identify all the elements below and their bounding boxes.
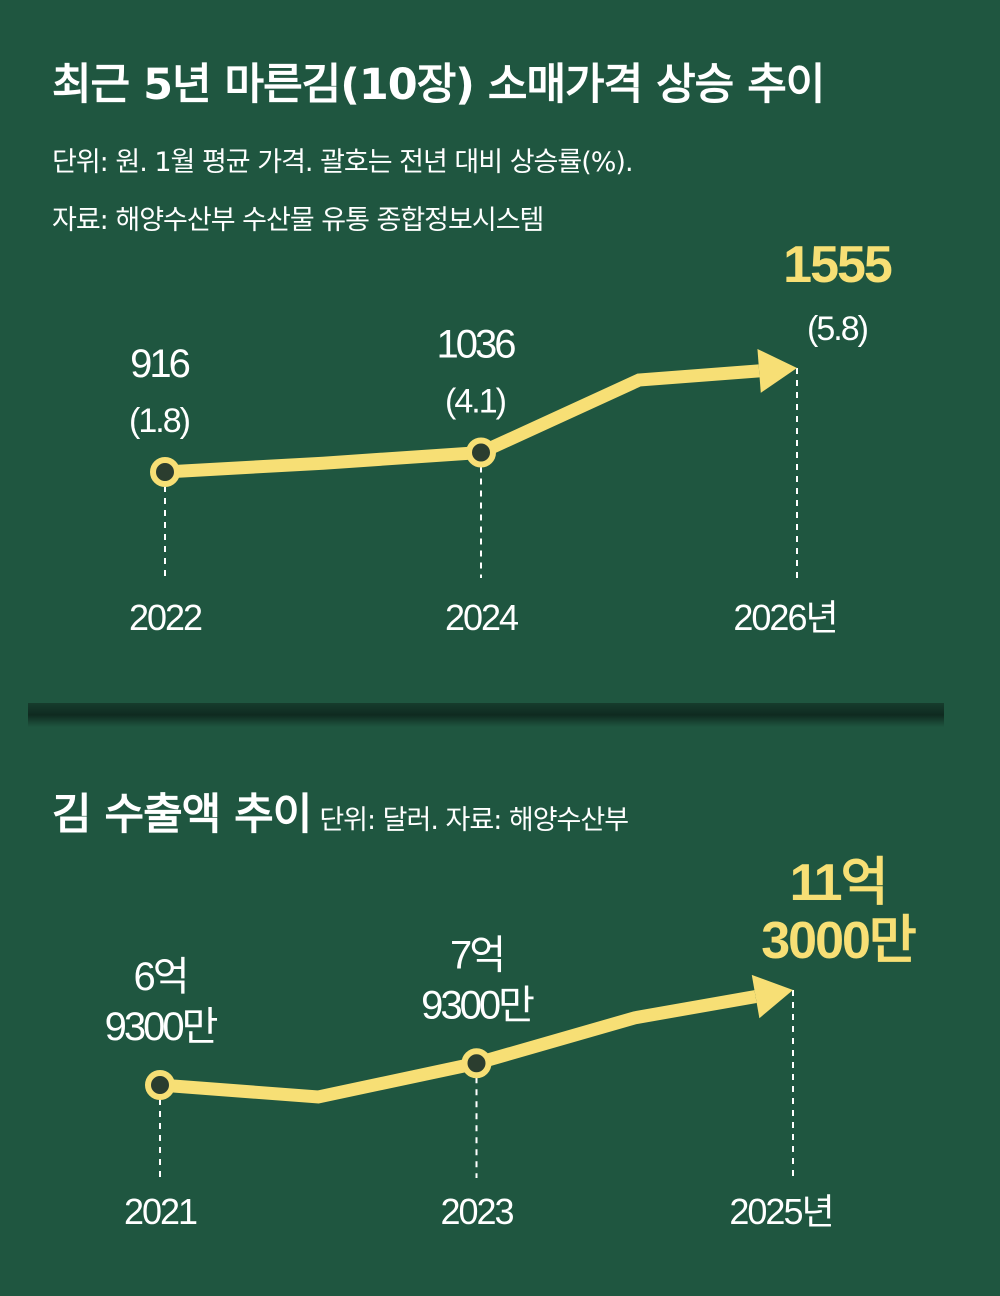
section-divider [28, 703, 944, 727]
data-point [145, 1070, 175, 1100]
data-label: 6억 [133, 955, 186, 999]
data-point [461, 1048, 492, 1079]
x-tick-label: 2022 [129, 597, 202, 638]
x-tick-label: 2024 [445, 597, 518, 638]
pct-label: (1.8) [129, 402, 190, 440]
data-label: 3000만 [761, 912, 916, 970]
data-point [150, 457, 180, 487]
chart-1: 2022 2024 2026년 916 (1.8) 1036 (4.1) 1555 (5.8) [129, 236, 894, 638]
chart-title: 최근 5년 마른김(10장) 소매가격 상승 추이 [52, 60, 825, 110]
chart2-title: 김 수출액 추이 [52, 790, 312, 840]
data-label: 11억 [790, 854, 887, 912]
arrow-head [757, 348, 797, 393]
data-label: 916 [130, 342, 189, 386]
chart-source: 자료: 해양수산부 수산물 유통 종합정보시스템 [52, 205, 544, 236]
data-label: 1555 [783, 236, 892, 294]
x-tick-label: 2023 [440, 1191, 513, 1232]
data-point [466, 437, 496, 468]
x-tick-label: 2021 [124, 1191, 197, 1232]
data-label: 9300만 [105, 1005, 218, 1049]
arrow-head [751, 974, 793, 1019]
chart-subtitle: 단위: 원. 1월 평균 가격. 괄호는 전년 대비 상승률(%). [52, 147, 634, 178]
chart2-subtitle: 단위: 달러. 자료: 해양수산부 [319, 805, 629, 836]
data-label: 9300만 [421, 983, 534, 1027]
x-tick-label: 2025년 [729, 1191, 832, 1232]
chart2-title-row: 김 수출액 추이 단위: 달러. 자료: 해양수산부 [52, 780, 629, 842]
pct-label: (4.1) [445, 382, 506, 420]
data-label: 1036 [437, 322, 516, 366]
x-tick-label: 2026년 [733, 597, 836, 638]
data-label: 7억 [450, 933, 503, 977]
pct-label: (5.8) [807, 310, 868, 348]
